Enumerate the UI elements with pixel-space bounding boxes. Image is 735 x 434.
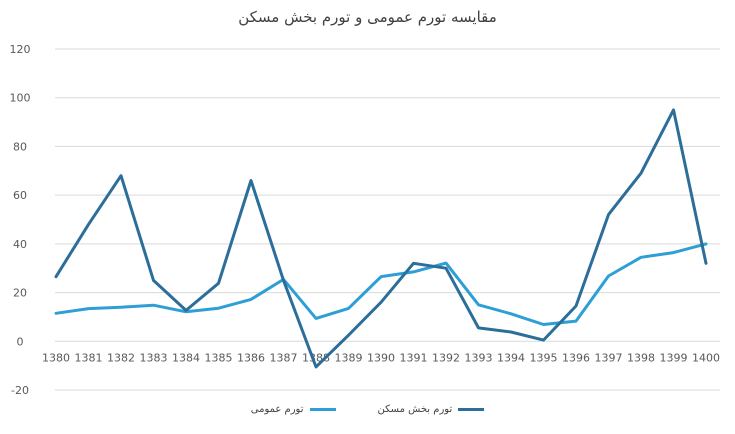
x-tick-label: 1385 bbox=[205, 351, 233, 364]
x-tick-label: 1386 bbox=[237, 351, 265, 364]
chart-title: مقایسه تورم عمومی و تورم بخش مسکن bbox=[238, 8, 497, 26]
x-tick-label: 1383 bbox=[140, 351, 168, 364]
x-tick-label: 1399 bbox=[660, 351, 688, 364]
y-tick-label: 0 bbox=[17, 335, 24, 348]
x-tick-label: 1387 bbox=[270, 351, 298, 364]
x-tick-label: 1382 bbox=[107, 351, 135, 364]
legend-swatch-housing-inflation bbox=[458, 408, 485, 411]
x-tick-label: 1381 bbox=[75, 351, 103, 364]
y-tick-label: -20 bbox=[11, 384, 29, 397]
x-tick-label: 1398 bbox=[627, 351, 655, 364]
x-tick-label: 1400 bbox=[692, 351, 720, 364]
y-tick-label: 40 bbox=[13, 238, 27, 251]
y-tick-label: 100 bbox=[10, 92, 31, 105]
x-tick-label: 1396 bbox=[562, 351, 590, 364]
x-tick-label: 1395 bbox=[530, 351, 558, 364]
legend-swatch-general-inflation bbox=[309, 408, 336, 411]
legend-item-housing-inflation: تورم بخش مسکن bbox=[378, 404, 485, 415]
x-tick-label: 1390 bbox=[367, 351, 395, 364]
legend-item-general-inflation: تورم عمومی bbox=[251, 404, 336, 415]
y-tick-label: 60 bbox=[13, 189, 27, 202]
series-line-housing-inflation bbox=[54, 108, 708, 369]
x-tick-label: 1393 bbox=[465, 351, 493, 364]
x-tick-label: 1392 bbox=[432, 351, 460, 364]
x-tick-label: 1384 bbox=[172, 351, 200, 364]
series-line-general-inflation bbox=[54, 242, 708, 326]
legend-label-housing-inflation: تورم بخش مسکن bbox=[377, 404, 453, 415]
x-tick-label: 1380 bbox=[42, 351, 70, 364]
y-tick-label: 80 bbox=[13, 140, 27, 153]
x-tick-label: 1394 bbox=[497, 351, 525, 364]
legend: تورم عمومی تورم بخش مسکن bbox=[0, 404, 735, 415]
x-tick-label: 1389 bbox=[335, 351, 363, 364]
y-tick-label: 120 bbox=[10, 43, 31, 56]
y-tick-label: 20 bbox=[13, 287, 27, 300]
legend-label-general-inflation: تورم عمومی bbox=[250, 404, 304, 415]
x-tick-label: 1391 bbox=[400, 351, 428, 364]
x-tick-label: 1397 bbox=[595, 351, 623, 364]
